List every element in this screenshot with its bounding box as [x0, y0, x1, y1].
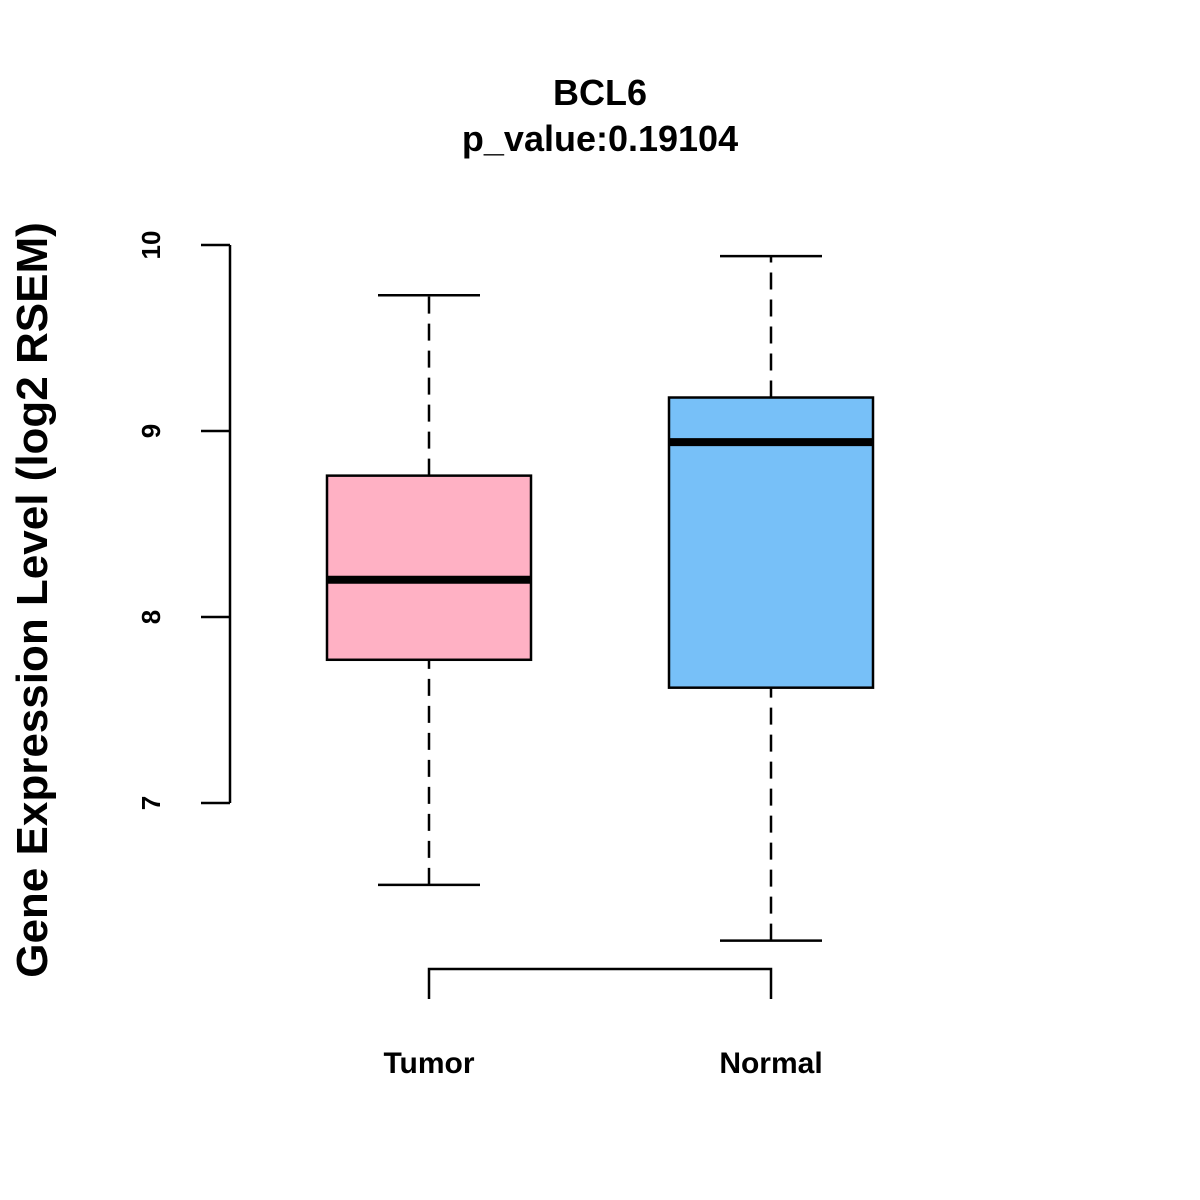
x-category-label: Normal [719, 1047, 822, 1080]
box-normal [667, 254, 875, 942]
y-tick-label: 7 [136, 796, 166, 810]
x-axis-categories: Tumor Normal [383, 1047, 822, 1080]
bracket-line [427, 967, 773, 999]
box-tumor [325, 293, 533, 887]
chart-subtitle: p_value:0.19104 [462, 118, 738, 159]
y-tick-label: 9 [136, 424, 166, 438]
iqr-box [325, 474, 533, 662]
y-tick-label: 8 [136, 610, 166, 624]
x-category-label: Tumor [383, 1047, 474, 1080]
chart-title: BCL6 [553, 72, 647, 113]
comparison-bracket [427, 967, 773, 999]
y-axis-label: Gene Expression Level (log2 RSEM) [8, 222, 57, 978]
y-axis: 7 8 9 10 [136, 231, 232, 810]
boxes [325, 254, 875, 942]
y-tick-label: 10 [136, 231, 166, 260]
